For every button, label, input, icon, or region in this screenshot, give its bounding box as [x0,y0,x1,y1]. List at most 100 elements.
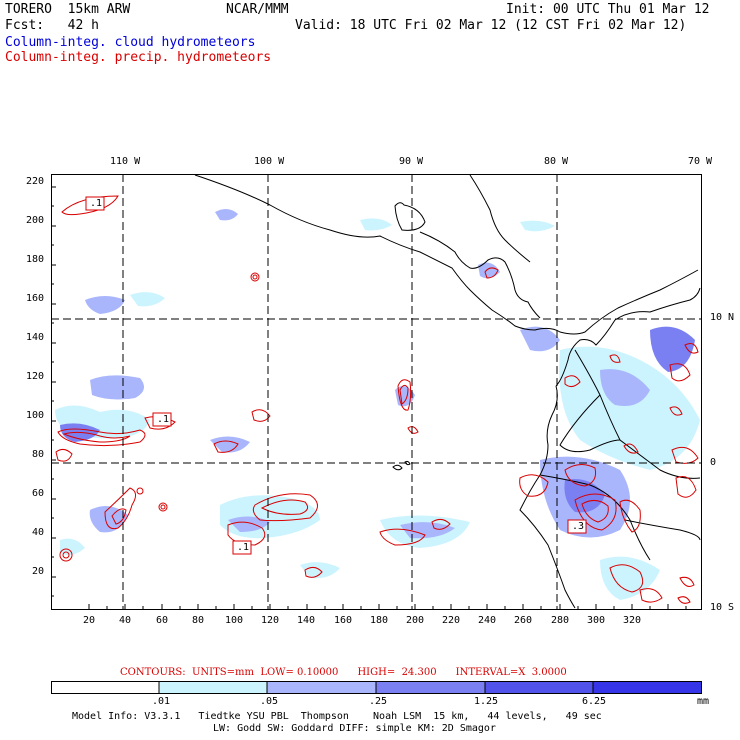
init-time: Init: 00 UTC Thu 01 Mar 12 [506,2,710,17]
cloud-patch [650,326,695,372]
contour [669,363,691,382]
legend-cloud: Column-integ. cloud hydrometeors [5,35,256,50]
contour [252,493,318,522]
y-tick: 140 [26,332,45,343]
lon-label-110w: 110 W [110,156,141,167]
lat-label-10s: 10 S [710,602,735,613]
colorbar-label: 1.25 [474,696,499,707]
cloud-patch [360,218,392,231]
contour [59,548,73,562]
contour-value-label: .1 [90,198,103,209]
colorbar [51,681,702,694]
contour [623,443,639,454]
contour-value-label: .1 [157,414,170,425]
contour [639,588,663,603]
contour [158,502,168,512]
contour [399,384,409,405]
contour [564,464,596,487]
colorbar-label: .25 [369,696,388,707]
x-tick: 320 [623,615,642,626]
contour [407,426,419,434]
contour [57,428,146,447]
y-tick: 200 [26,215,45,226]
y-tick: 220 [26,176,45,187]
cloud-patch [559,346,700,470]
contour [136,487,144,495]
contour [669,406,683,416]
contour [675,476,697,498]
cloud-hydrometeor-shading [55,208,700,600]
contour [160,504,166,510]
contour-value-label: .3 [572,521,585,532]
south-america-coast [555,287,701,387]
physics-info: LW: Godd SW: Goddard DIFF: simple KM: 2D… [213,723,496,734]
contour [619,499,641,533]
cloud-patch [60,538,85,556]
contour [519,474,549,497]
x-tick: 260 [514,615,533,626]
contour [484,267,499,279]
colorbar-label: .05 [260,696,279,707]
contour [677,596,691,604]
cloud-patch [90,375,144,400]
contour [304,566,323,578]
contour [104,487,136,530]
lat-label-0: 0 [710,457,717,468]
lon-label-90w: 90 W [399,156,424,167]
y-tick: 60 [32,488,45,499]
label-box [232,540,252,555]
contour [260,499,309,515]
organization: NCAR/MMM [226,2,289,17]
colorbar-label: .01 [152,696,171,707]
caribbean-coast [469,174,531,263]
x-tick: 80 [192,615,205,626]
y-tick: 40 [32,527,45,538]
contour [111,508,127,525]
contour [251,409,271,422]
cloud-patch [228,516,270,532]
cloud-patch [130,292,165,307]
x-tick: 20 [83,615,96,626]
cloud-patch [210,436,250,453]
x-tick: 180 [370,615,389,626]
cloud-patch [600,556,660,600]
contour [609,564,644,593]
y-tick: 100 [26,410,45,421]
contour [213,440,239,453]
x-tick: 280 [551,615,570,626]
coastlines [194,174,701,609]
cloud-patch [85,296,125,314]
lat-label-10n: 10 N [710,312,735,323]
central-america-inner [419,231,541,319]
cloud-patch [600,369,650,406]
cloud-patch [520,220,555,232]
y-tick: 80 [32,449,45,460]
contour [397,379,412,411]
x-tick: 60 [156,615,169,626]
contour-value-label: .1 [237,542,250,553]
forecast-hour: Fcst: 42 h [5,18,99,33]
valid-time: Valid: 18 UTC Fri 02 Mar 12 (12 CST Fri … [295,18,687,33]
cloud-patch [520,326,560,352]
contour [684,343,699,354]
galapagos [392,460,411,471]
west-sa-coast [519,385,576,609]
contour-info: CONTOURS: UNITS=mm LOW= 0.10000 HIGH= 24… [120,667,567,678]
mexico-coast [194,174,699,335]
contour [252,274,258,280]
cloud-patch [400,522,455,539]
x-tick: 120 [261,615,280,626]
contour [379,528,426,546]
contour [564,375,581,388]
cloud-patch [478,262,500,279]
cloud-patch [89,506,128,533]
contour [581,500,609,523]
x-tick: 200 [406,615,425,626]
x-tick: 140 [297,615,316,626]
border-4 [624,519,701,541]
y-tick: 120 [26,371,45,382]
lon-label-80w: 80 W [544,156,569,167]
colorbar-label: 6.25 [582,696,607,707]
model-title: TORERO 15km ARW [5,2,131,17]
